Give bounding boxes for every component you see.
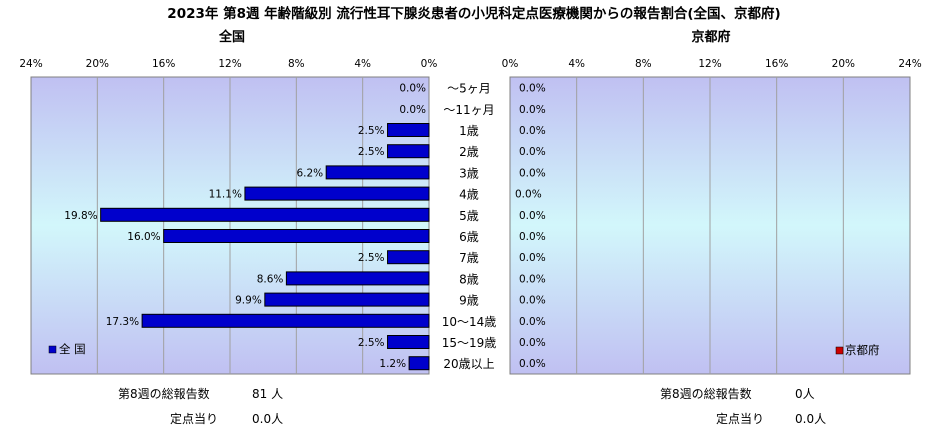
left-per-label: 定点当り bbox=[170, 411, 218, 426]
left-legend-swatch bbox=[48, 345, 57, 354]
left-axis-ticks: 0% 4% 8% 12% 16% 20% 24% bbox=[19, 58, 437, 70]
right-panel-title: 京都府 bbox=[691, 29, 730, 45]
right-value-label: 0.0% bbox=[519, 104, 546, 116]
right-axis-ticks: 0% 4% 8% 12% 16% 20% 24% bbox=[502, 58, 922, 70]
left-value-label: 2.5% bbox=[358, 125, 385, 137]
category-label: 4歳 bbox=[459, 188, 479, 202]
left-total-label: 第8週の総報告数 bbox=[118, 386, 210, 401]
left-bar bbox=[387, 123, 430, 137]
left-panel-title: 全国 bbox=[218, 29, 245, 45]
left-value-label: 1.2% bbox=[379, 358, 406, 370]
category-label: ～5ヶ月 bbox=[447, 82, 491, 96]
left-bar bbox=[325, 165, 430, 180]
right-value-label: 0.0% bbox=[519, 295, 546, 307]
right-value-label: 0.0% bbox=[519, 125, 546, 137]
right-total-value: 0人 bbox=[795, 387, 815, 401]
right-value-label: 0.0% bbox=[519, 83, 546, 95]
right-tick-label: 20% bbox=[832, 58, 855, 70]
right-per-label: 定点当り bbox=[716, 411, 764, 426]
left-value-label: 11.1% bbox=[209, 189, 242, 201]
left-value-label: 17.3% bbox=[106, 316, 139, 328]
chart-title: 2023年 第8週 年齢階級別 流行性耳下腺炎患者の小児科定点医療機関からの報告… bbox=[167, 5, 780, 22]
category-label: 7歳 bbox=[459, 251, 479, 265]
left-tick-label: 0% bbox=[421, 58, 438, 70]
right-value-label: 0.0% bbox=[519, 210, 546, 222]
right-per-value: 0.0人 bbox=[795, 412, 826, 426]
right-total-label: 第8週の総報告数 bbox=[660, 386, 752, 401]
category-labels: ～5ヶ月 ～11ヶ月 1歳 2歳 3歳 4歳 5歳 6歳 7歳 8歳 9歳 10～14歳 15～19歳 2… bbox=[442, 82, 497, 372]
left-value-label: 6.2% bbox=[296, 167, 323, 179]
left-value-label: 0.0% bbox=[399, 104, 426, 116]
left-value-label: 19.8% bbox=[64, 210, 97, 222]
left-legend-label: 全 国 bbox=[59, 342, 86, 356]
left-bar bbox=[408, 356, 430, 371]
category-label: 5歳 bbox=[459, 209, 479, 223]
left-bar bbox=[264, 292, 430, 307]
right-value-label: 0.0% bbox=[519, 358, 546, 370]
category-label: 9歳 bbox=[459, 294, 479, 308]
left-tick-label: 16% bbox=[152, 58, 175, 70]
left-bar bbox=[387, 250, 430, 265]
right-gridlines bbox=[576, 77, 844, 374]
left-legend: 全 国 bbox=[48, 342, 86, 356]
left-bar bbox=[244, 186, 430, 201]
left-tick-label: 8% bbox=[288, 58, 305, 70]
right-value-label: 0.0% bbox=[519, 167, 546, 179]
right-value-label: 0.0% bbox=[519, 273, 546, 285]
right-legend-label: 京都府 bbox=[845, 343, 880, 357]
left-value-label: 2.5% bbox=[358, 146, 385, 158]
right-value-label: 0.0% bbox=[515, 189, 542, 201]
left-tick-label: 20% bbox=[86, 58, 109, 70]
right-value-label: 0.0% bbox=[519, 146, 546, 158]
category-label: 10～14歳 bbox=[442, 315, 497, 329]
right-legend-swatch bbox=[835, 346, 844, 355]
left-per-value: 0.0人 bbox=[252, 412, 283, 426]
right-value-label: 0.0% bbox=[519, 231, 546, 243]
category-label: 8歳 bbox=[459, 272, 479, 286]
left-bar bbox=[387, 144, 430, 159]
category-label: 2歳 bbox=[459, 145, 479, 159]
left-value-label: 2.5% bbox=[358, 337, 385, 349]
right-tick-label: 16% bbox=[765, 58, 788, 70]
right-tick-label: 0% bbox=[502, 58, 519, 70]
category-label: 1歳 bbox=[459, 124, 479, 138]
right-value-label: 0.0% bbox=[519, 316, 546, 328]
right-tick-label: 4% bbox=[568, 58, 585, 70]
right-tick-label: 24% bbox=[898, 58, 921, 70]
category-label: 3歳 bbox=[459, 166, 479, 180]
left-bar bbox=[163, 229, 430, 243]
left-bar bbox=[285, 271, 430, 286]
left-total-value: 81 人 bbox=[252, 387, 283, 401]
left-bar bbox=[100, 207, 430, 222]
left-value-label: 0.0% bbox=[399, 83, 426, 95]
left-tick-label: 24% bbox=[19, 58, 42, 70]
left-bars bbox=[100, 123, 430, 371]
category-label: 20歳以上 bbox=[443, 357, 494, 371]
left-tick-label: 4% bbox=[354, 58, 371, 70]
right-tick-label: 8% bbox=[635, 58, 652, 70]
right-legend: 京都府 bbox=[835, 343, 880, 357]
right-tick-label: 12% bbox=[698, 58, 721, 70]
left-value-label: 9.9% bbox=[235, 295, 262, 307]
left-bar bbox=[141, 313, 430, 328]
left-value-label: 2.5% bbox=[358, 252, 385, 264]
left-tick-label: 12% bbox=[218, 58, 241, 70]
category-label: 15～19歳 bbox=[442, 336, 497, 350]
right-value-labels: 0.0% 0.0% 0.0% 0.0% 0.0% 0.0% 0.0% 0.0% 0.0% 0.0%… bbox=[515, 83, 546, 371]
left-value-labels: 0.0% 0.0% 2.5% 2.5% 6.2% 11.1% 19.8% 16.0% 2.5% 8… bbox=[64, 83, 426, 371]
left-value-label: 16.0% bbox=[127, 231, 160, 243]
category-label: ～11ヶ月 bbox=[443, 103, 494, 117]
right-value-label: 0.0% bbox=[519, 337, 546, 349]
right-value-label: 0.0% bbox=[519, 252, 546, 264]
category-label: 6歳 bbox=[459, 230, 479, 244]
left-value-label: 8.6% bbox=[257, 273, 284, 285]
left-bar bbox=[387, 335, 430, 349]
